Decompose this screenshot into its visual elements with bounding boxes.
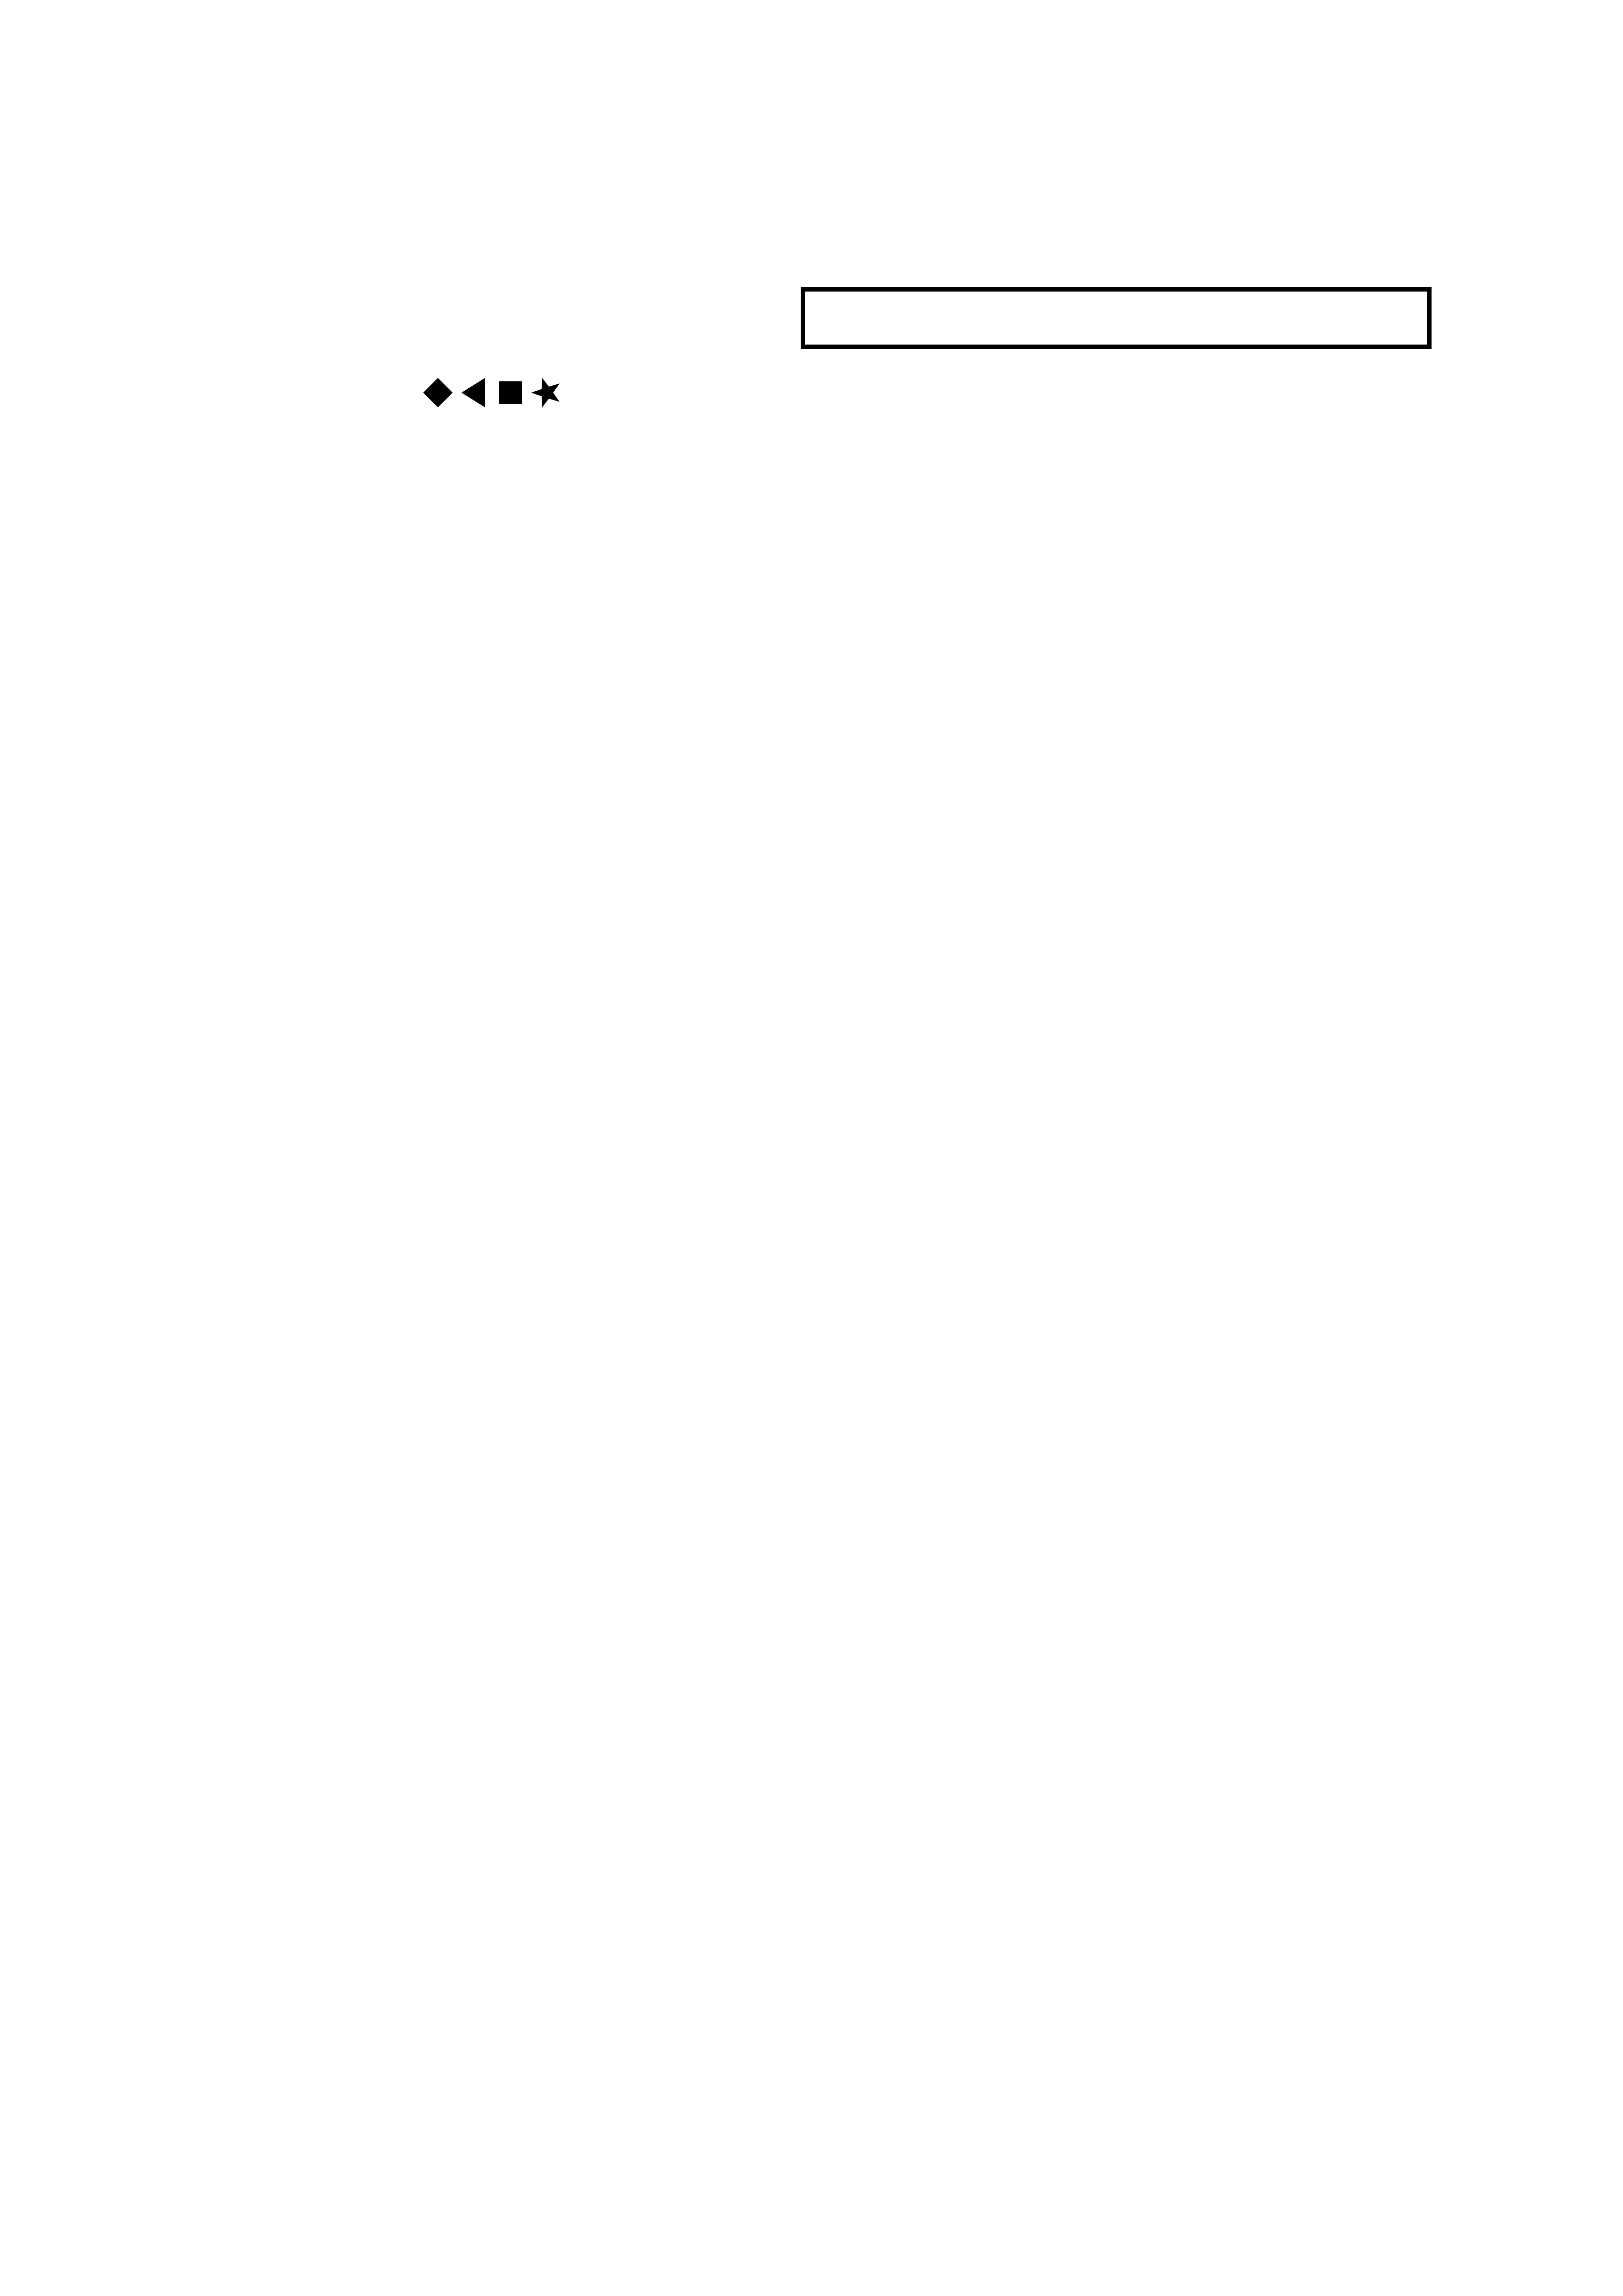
square-icon [499, 381, 522, 404]
legend-item-sentinel3b [492, 372, 529, 413]
colorbar-gradient [801, 287, 1432, 349]
legend-item-cryosat2 [419, 372, 457, 413]
triangle-icon [461, 378, 485, 407]
legend-item-sentinel3a [456, 372, 493, 413]
star-icon [531, 377, 560, 408]
legend-item-saral [528, 372, 566, 413]
diamond-icon [423, 378, 453, 407]
